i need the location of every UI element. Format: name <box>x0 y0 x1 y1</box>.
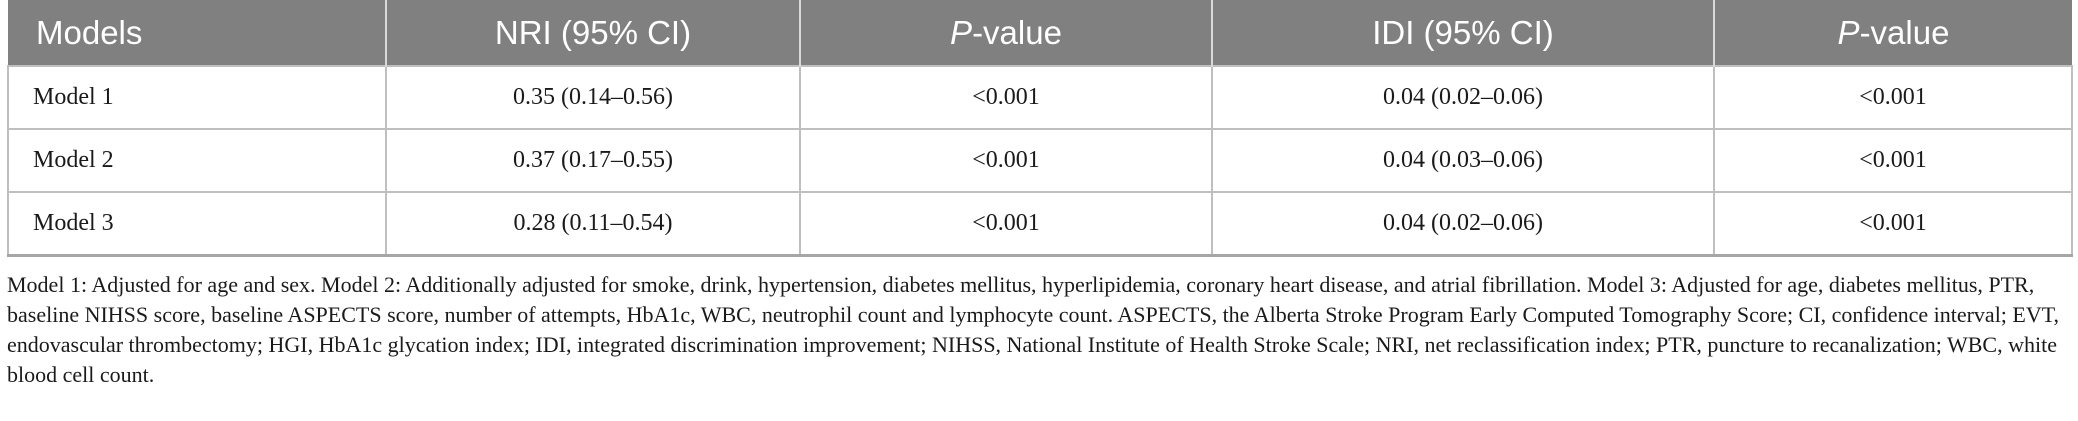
header-nri-p-value: P-value <box>799 0 1212 66</box>
table-row: Model 2 0.37 (0.17–0.55) <0.001 0.04 (0.… <box>7 128 2073 193</box>
cell-model: Model 3 <box>7 191 387 257</box>
cell-model: Model 2 <box>7 128 387 193</box>
cell-nri-p: <0.001 <box>799 65 1213 130</box>
cell-nri: 0.28 (0.11–0.54) <box>385 191 801 257</box>
cell-idi: 0.04 (0.02–0.06) <box>1211 65 1715 130</box>
cell-idi-p: <0.001 <box>1713 128 2073 193</box>
cell-idi-p: <0.001 <box>1713 191 2073 257</box>
results-table-container: Models NRI (95% CI) P-value IDI (95% CI)… <box>7 0 2073 257</box>
results-table: Models NRI (95% CI) P-value IDI (95% CI)… <box>7 0 2073 257</box>
header-nri: NRI (95% CI) <box>385 0 800 66</box>
table-row: Model 1 0.35 (0.14–0.56) <0.001 0.04 (0.… <box>7 65 2073 130</box>
header-idi-p-value: P-value <box>1713 0 2072 66</box>
table-row: Model 3 0.28 (0.11–0.54) <0.001 0.04 (0.… <box>7 191 2073 257</box>
table-footnote: Model 1: Adjusted for age and sex. Model… <box>7 272 2060 387</box>
cell-idi: 0.04 (0.02–0.06) <box>1211 191 1715 257</box>
cell-nri-p: <0.001 <box>799 191 1213 257</box>
cell-nri: 0.37 (0.17–0.55) <box>385 128 801 193</box>
cell-idi: 0.04 (0.03–0.06) <box>1211 128 1715 193</box>
cell-nri: 0.35 (0.14–0.56) <box>385 65 801 130</box>
cell-model: Model 1 <box>7 65 387 130</box>
cell-idi-p: <0.001 <box>1713 65 2073 130</box>
table-header-row: Models NRI (95% CI) P-value IDI (95% CI)… <box>8 0 2072 66</box>
cell-nri-p: <0.001 <box>799 128 1213 193</box>
header-models: Models <box>36 13 143 51</box>
header-idi: IDI (95% CI) <box>1211 0 1714 66</box>
